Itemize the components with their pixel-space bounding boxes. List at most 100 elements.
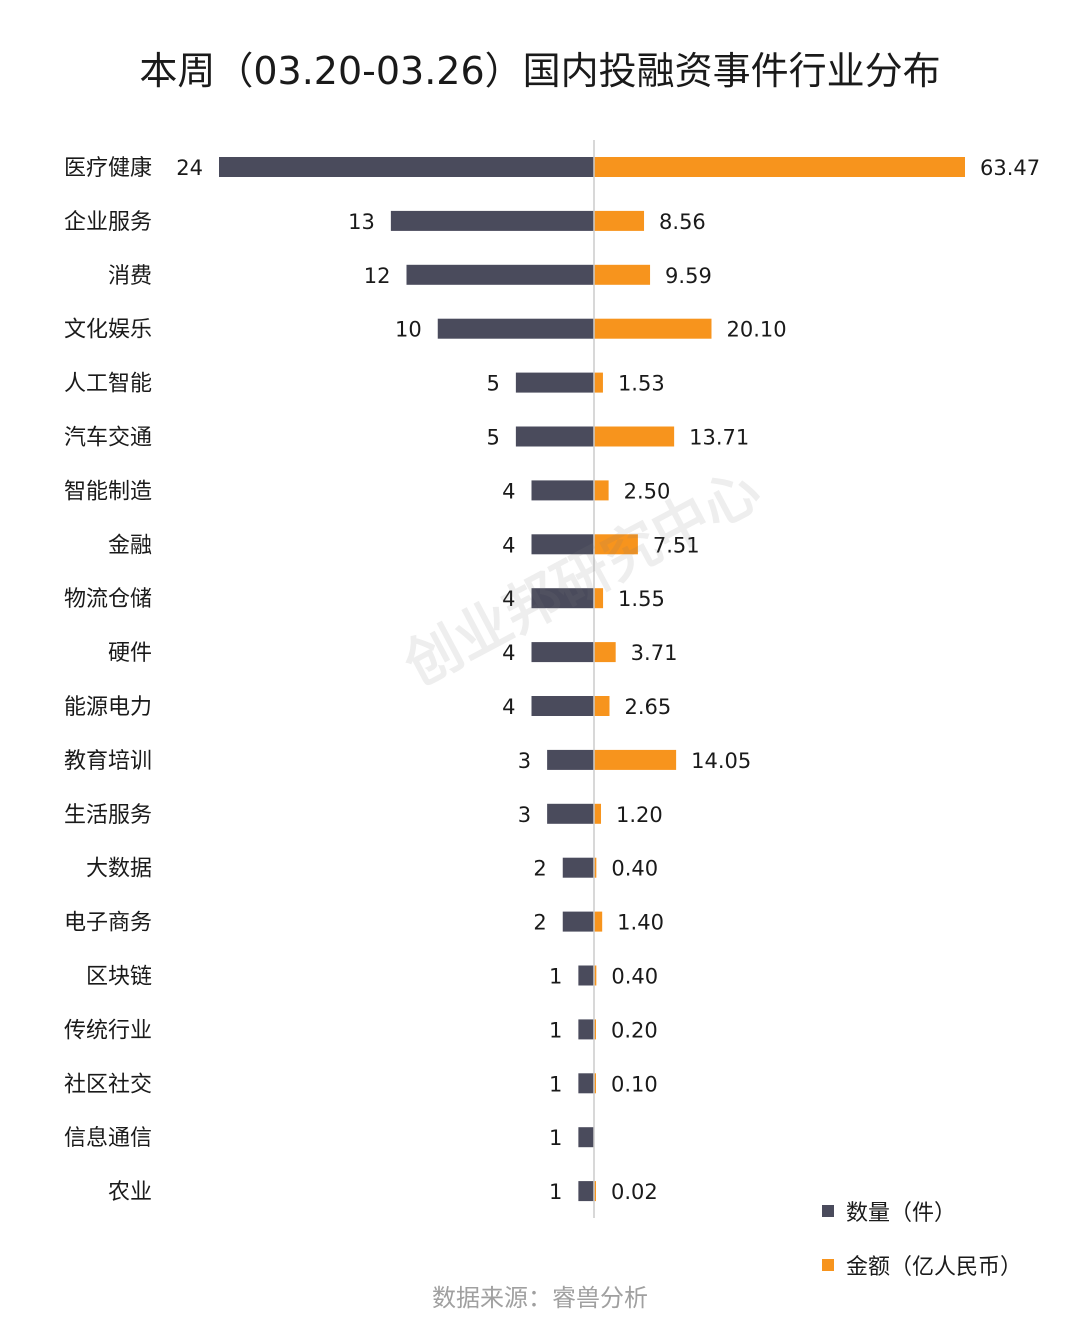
- count-value-label: 4: [502, 479, 515, 503]
- count-bar: [406, 264, 594, 285]
- amount-bar: [594, 372, 603, 393]
- amount-bar: [594, 534, 638, 555]
- amount-value-label: 0.40: [611, 857, 658, 881]
- count-bar: [578, 965, 594, 986]
- count-bar: [515, 372, 594, 393]
- amount-value-label: 8.56: [659, 210, 706, 234]
- count-bar: [531, 642, 594, 663]
- amount-bar: [594, 1073, 596, 1094]
- legend-item-amount: 金额（亿人民币）: [822, 1249, 1022, 1281]
- category-label: 人工智能: [64, 372, 152, 397]
- amount-value-label: 1.20: [616, 803, 663, 827]
- count-value-label: 1: [549, 965, 562, 989]
- count-bar: [531, 480, 594, 501]
- amount-value-label: 9.59: [665, 264, 712, 288]
- category-label: 电子商务: [64, 911, 152, 936]
- data-source: 数据来源：睿兽分析: [432, 1284, 648, 1312]
- count-bar: [219, 157, 594, 177]
- count-bar: [547, 749, 594, 770]
- amount-bar: [594, 1019, 596, 1040]
- count-bar: [578, 1127, 594, 1148]
- category-label: 物流仓储: [64, 587, 152, 612]
- count-bar: [578, 1019, 594, 1040]
- count-value-label: 3: [518, 749, 531, 773]
- count-bar: [531, 696, 594, 716]
- amount-value-label: 20.10: [726, 318, 786, 342]
- amount-bar: [594, 426, 675, 447]
- category-label: 信息通信: [64, 1126, 152, 1151]
- count-bar: [531, 588, 594, 609]
- amount-value-label: 1.53: [618, 372, 665, 396]
- count-bar: [531, 534, 594, 555]
- category-label: 能源电力: [64, 695, 152, 720]
- amount-value-label: 7.51: [653, 533, 700, 557]
- amount-value-label: 3.71: [631, 641, 678, 665]
- legend-label-amount: 金额（亿人民币）: [846, 1255, 1023, 1280]
- amount-value-label: 0.02: [611, 1180, 658, 1204]
- category-label: 企业服务: [64, 210, 152, 235]
- amount-bar: [594, 642, 616, 663]
- amount-bar: [594, 157, 965, 177]
- count-bar: [578, 1181, 594, 1202]
- category-label: 消费: [108, 264, 152, 289]
- count-value-label: 5: [487, 426, 500, 450]
- amount-value-label: 1.55: [618, 587, 665, 611]
- count-bar: [390, 210, 594, 231]
- legend-swatch-amount: [822, 1259, 834, 1271]
- count-value-label: 4: [502, 695, 515, 719]
- category-label: 区块链: [86, 965, 152, 990]
- amount-bar: [594, 588, 604, 609]
- legend-swatch-count: [822, 1205, 834, 1217]
- category-label: 硬件: [108, 641, 152, 666]
- count-value-label: 4: [502, 641, 515, 665]
- count-bar: [437, 318, 594, 339]
- category-label: 教育培训: [64, 749, 152, 774]
- count-bar: [547, 803, 594, 824]
- amount-value-label: 2.50: [624, 479, 671, 503]
- count-value-label: 10: [395, 318, 422, 342]
- category-label: 生活服务: [64, 803, 152, 828]
- amount-bar: [594, 318, 712, 339]
- legend-label-count: 数量（件）: [846, 1201, 957, 1226]
- amount-value-label: 1.40: [617, 911, 664, 935]
- amount-value-label: 13.71: [689, 426, 749, 450]
- amount-value-label: 14.05: [691, 749, 751, 773]
- count-bar: [562, 911, 594, 932]
- count-bar: [515, 426, 594, 447]
- category-label: 传统行业: [64, 1018, 152, 1043]
- count-value-label: 2: [533, 857, 546, 881]
- count-value-label: 13: [348, 210, 375, 234]
- count-value-label: 1: [549, 1072, 562, 1096]
- count-value-label: 4: [502, 587, 515, 611]
- amount-bar: [594, 264, 651, 285]
- count-bars: [219, 157, 594, 1202]
- count-value-label: 24: [176, 156, 203, 180]
- amount-bar: [594, 696, 610, 716]
- amount-bar: [594, 1181, 596, 1202]
- count-value-label: 1: [549, 1018, 562, 1042]
- count-value-label: 4: [502, 533, 515, 557]
- count-bar: [578, 1073, 594, 1094]
- amount-value-label: 2.65: [624, 695, 671, 719]
- category-label: 社区社交: [64, 1072, 152, 1097]
- amount-value-label: 0.10: [611, 1072, 658, 1096]
- category-label: 智能制造: [64, 479, 152, 504]
- count-value-label: 2: [533, 911, 546, 935]
- amount-bar: [594, 911, 603, 932]
- amount-value-label: 63.47: [980, 156, 1040, 180]
- amount-value-label: 0.20: [611, 1018, 658, 1042]
- amount-bar: [594, 965, 597, 986]
- count-value-label: 1: [549, 1126, 562, 1150]
- count-bar: [562, 857, 594, 878]
- amount-bar: [594, 749, 677, 770]
- count-value-label: 1: [549, 1180, 562, 1204]
- category-label: 汽车交通: [64, 426, 152, 451]
- category-label: 大数据: [86, 857, 152, 882]
- category-label: 农业: [108, 1180, 152, 1205]
- count-value-label: 5: [487, 372, 500, 396]
- count-value-label: 12: [364, 264, 391, 288]
- category-label: 金融: [108, 533, 152, 558]
- amount-bar: [594, 857, 597, 878]
